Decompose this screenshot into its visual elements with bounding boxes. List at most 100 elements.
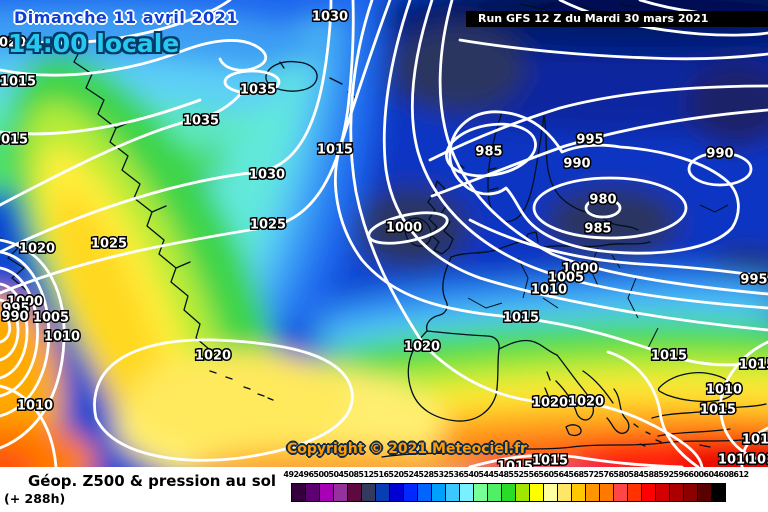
legend-value: 572 xyxy=(583,470,599,479)
pressure-label: 1020 xyxy=(195,349,231,364)
pressure-label: 1010 xyxy=(44,330,80,345)
pressure-label: 1035 xyxy=(183,114,219,129)
legend-value: 612 xyxy=(733,470,749,479)
legend-value: 496 xyxy=(298,470,314,479)
legend-value: 584 xyxy=(628,470,644,479)
legend-color-cell xyxy=(389,483,404,502)
forecast-date-label: Dimanche 11 avril 2021 xyxy=(14,8,238,27)
legend-color-cell xyxy=(445,483,460,502)
pressure-label: 980 xyxy=(589,193,616,208)
legend-color-cell xyxy=(557,483,572,502)
legend-value: 520 xyxy=(388,470,404,479)
legend-color-cell xyxy=(599,483,614,502)
legend-color-cell xyxy=(697,483,712,502)
pressure-label: 990 xyxy=(563,157,590,172)
pressure-label: 1015 xyxy=(748,453,768,468)
legend-color-cell xyxy=(613,483,628,502)
pressure-label: 1020 xyxy=(19,242,55,257)
legend-value: 564 xyxy=(553,470,569,479)
pressure-label: 1030 xyxy=(249,168,285,183)
pressure-label: 1015 xyxy=(739,358,768,373)
legend-color-scale xyxy=(291,483,726,502)
legend-value: 600 xyxy=(688,470,704,479)
pressure-label: 1010 xyxy=(706,383,742,398)
legend-color-cell xyxy=(375,483,390,502)
pressure-label: 1000 xyxy=(562,262,598,277)
legend-color-cell xyxy=(683,483,698,502)
legend-color-cell xyxy=(711,483,726,502)
pressure-label: 1015 xyxy=(503,311,539,326)
legend-color-cell xyxy=(627,483,642,502)
pressure-label: 995 xyxy=(2,302,29,317)
legend-value: 508 xyxy=(343,470,359,479)
legend-value: 532 xyxy=(433,470,449,479)
legend-value: 512 xyxy=(358,470,374,479)
pressure-label: 1015 xyxy=(700,403,736,418)
pressure-label: 1025 xyxy=(250,218,286,233)
pressure-label: 995 xyxy=(740,273,767,288)
legend-color-cell xyxy=(529,483,544,502)
legend-value: 608 xyxy=(718,470,734,479)
legend-color-cell xyxy=(319,483,334,502)
legend-color-cell xyxy=(669,483,684,502)
pressure-label: 1005 xyxy=(548,271,584,286)
geopotential-field xyxy=(0,0,768,467)
pressure-label: 1010 xyxy=(17,399,53,414)
legend-scale-values: 492 496 500 504 508 512 516 520 524 528 532 536 540 5… xyxy=(0,470,768,480)
pressure-label: 1010 xyxy=(531,283,567,298)
legend-value: 504 xyxy=(328,470,344,479)
pressure-label: 1015 xyxy=(0,133,28,148)
pressure-label: 1015 xyxy=(317,143,353,158)
legend-color-cell xyxy=(473,483,488,502)
legend-color-cell xyxy=(641,483,656,502)
legend-value: 524 xyxy=(403,470,419,479)
legend-value: 556 xyxy=(523,470,539,479)
legend-value: 588 xyxy=(643,470,659,479)
pressure-label: 1005 xyxy=(33,311,69,326)
legend-color-cell xyxy=(403,483,418,502)
legend-value: 592 xyxy=(658,470,674,479)
pressure-labels: 1030 1020 1015 1035 1035 1015 995 1015 985 990 990… xyxy=(0,8,768,468)
legend-color-cell xyxy=(431,483,446,502)
pressure-label: 1015 xyxy=(0,75,36,90)
pressure-label: 1015 xyxy=(651,349,687,364)
legend-value: 544 xyxy=(478,470,494,479)
pressure-label: 1000 xyxy=(7,295,43,310)
forecast-time-label: 14:00 locale xyxy=(8,29,180,58)
legend-value: 516 xyxy=(373,470,389,479)
legend-color-cell xyxy=(347,483,362,502)
pressure-label: 1010 xyxy=(718,453,754,468)
legend-color-cell xyxy=(571,483,586,502)
pressure-label: 1020 xyxy=(0,36,26,51)
pressure-label: 1015 xyxy=(497,460,533,468)
map-variable-title: Géop. Z500 & pression au sol xyxy=(28,472,277,490)
pressure-label: 1000 xyxy=(386,221,422,236)
legend-value: 536 xyxy=(448,470,464,479)
legend-value: 596 xyxy=(673,470,689,479)
pressure-label: 1010 xyxy=(742,433,768,448)
legend-color-cell xyxy=(655,483,670,502)
legend-value: 548 xyxy=(493,470,509,479)
legend-value: 580 xyxy=(613,470,629,479)
pressure-label: 985 xyxy=(475,145,502,160)
pressure-label: 990 xyxy=(1,310,28,325)
map-canvas: 1030 1020 1015 1035 1035 1015 995 1015 985 990 990… xyxy=(0,0,768,467)
legend-color-cell xyxy=(543,483,558,502)
pressure-label: 990 xyxy=(706,147,733,162)
forecast-map: 1030 1020 1015 1035 1035 1015 995 1015 985 990 990… xyxy=(0,0,768,467)
legend-value: 568 xyxy=(568,470,584,479)
isobar-contours xyxy=(0,0,768,467)
legend-value: 500 xyxy=(313,470,329,479)
legend-value: 540 xyxy=(463,470,479,479)
legend-value: 552 xyxy=(508,470,524,479)
legend-color-cell xyxy=(585,483,600,502)
pressure-label: 1015 xyxy=(532,454,568,468)
pressure-label: 1020 xyxy=(404,340,440,355)
legend-value: 560 xyxy=(538,470,554,479)
pressure-label: 1020 xyxy=(532,396,568,411)
pressure-label: 1025 xyxy=(91,237,127,252)
legend-color-cell xyxy=(291,483,306,502)
copyright-text: Copyright © 2021 Meteociel.fr xyxy=(287,441,527,457)
legend-color-cell xyxy=(333,483,348,502)
